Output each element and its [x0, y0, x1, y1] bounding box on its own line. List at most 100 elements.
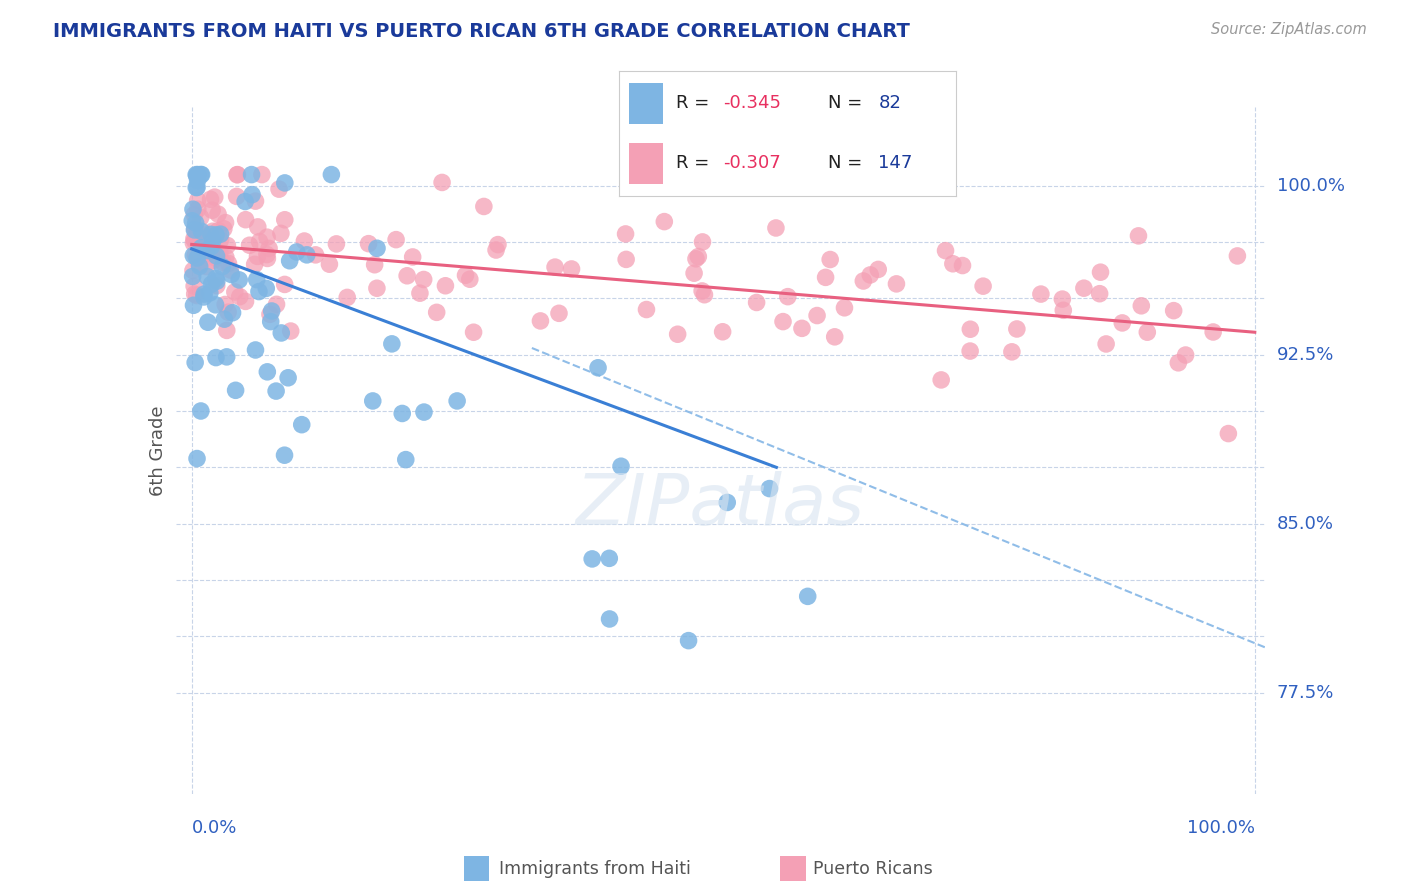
Point — [211, 260, 233, 274]
Point — [463, 325, 485, 339]
Point — [934, 244, 956, 258]
Point — [205, 251, 228, 265]
Text: N =: N = — [828, 154, 868, 172]
Point — [186, 180, 208, 194]
Point — [599, 612, 621, 626]
Point — [186, 180, 208, 194]
Text: 92.5%: 92.5% — [1277, 346, 1334, 364]
Point — [758, 482, 780, 496]
Point — [413, 405, 436, 419]
Point — [205, 227, 228, 242]
Point — [366, 281, 388, 295]
Point — [318, 257, 340, 271]
Point — [198, 285, 221, 300]
Point — [212, 221, 235, 235]
Text: 100.0%: 100.0% — [1187, 819, 1254, 837]
Point — [711, 325, 734, 339]
Point — [188, 257, 211, 271]
Point — [202, 253, 225, 268]
Point — [1005, 322, 1028, 336]
Point — [581, 552, 603, 566]
Point — [200, 227, 222, 242]
Point — [790, 321, 813, 335]
Point — [273, 448, 295, 462]
Point — [239, 238, 262, 252]
Point — [1167, 356, 1189, 370]
Point — [186, 251, 208, 265]
Text: R =: R = — [676, 95, 716, 112]
Point — [183, 222, 205, 236]
Point — [256, 230, 278, 244]
Point — [1001, 344, 1024, 359]
Point — [217, 238, 239, 252]
Point — [181, 213, 204, 227]
Point — [221, 306, 243, 320]
Point — [1088, 286, 1111, 301]
Point — [209, 227, 232, 242]
Point — [200, 240, 222, 254]
Point — [187, 234, 209, 248]
Point — [215, 323, 238, 337]
Point — [868, 262, 890, 277]
Point — [454, 268, 477, 283]
Point — [257, 241, 280, 255]
Point — [235, 212, 257, 227]
Point — [200, 277, 222, 292]
Point — [434, 278, 457, 293]
Text: 100.0%: 100.0% — [1277, 177, 1344, 194]
Point — [186, 168, 208, 182]
Point — [243, 257, 266, 271]
Point — [1073, 281, 1095, 295]
Point — [246, 272, 269, 286]
Point — [796, 590, 818, 604]
Point — [685, 252, 707, 266]
Point — [195, 260, 218, 274]
Point — [224, 285, 246, 299]
Point — [228, 290, 250, 304]
Point — [598, 551, 620, 566]
Point — [246, 249, 269, 263]
Point — [181, 263, 204, 277]
Point — [381, 336, 404, 351]
Point — [952, 259, 974, 273]
Point — [195, 237, 218, 252]
Point — [266, 297, 288, 311]
Point — [184, 216, 207, 230]
Point — [277, 371, 299, 385]
Point — [264, 384, 287, 398]
Point — [209, 233, 232, 247]
Point — [190, 224, 212, 238]
Point — [225, 189, 247, 203]
Point — [278, 253, 301, 268]
Point — [560, 262, 582, 277]
Point — [205, 249, 228, 263]
Bar — [628, 143, 662, 184]
Point — [1174, 348, 1197, 362]
Point — [745, 295, 768, 310]
Point — [256, 252, 278, 266]
Point — [254, 281, 277, 295]
Point — [186, 288, 208, 302]
Point — [245, 343, 267, 357]
Point — [295, 248, 318, 262]
Point — [972, 279, 994, 293]
Point — [426, 305, 449, 319]
Point — [190, 168, 212, 182]
Point — [959, 322, 981, 336]
Point — [548, 306, 571, 320]
Point — [280, 324, 302, 338]
Point — [270, 227, 292, 241]
Point — [190, 404, 212, 418]
Point — [270, 326, 292, 340]
Point — [1111, 316, 1133, 330]
Point — [363, 258, 385, 272]
Point — [357, 236, 380, 251]
Point — [181, 202, 204, 217]
Point — [226, 168, 249, 182]
Point — [458, 272, 481, 286]
Point — [529, 314, 551, 328]
Point — [678, 633, 700, 648]
Point — [274, 212, 297, 227]
Point — [824, 330, 846, 344]
Point — [395, 452, 418, 467]
